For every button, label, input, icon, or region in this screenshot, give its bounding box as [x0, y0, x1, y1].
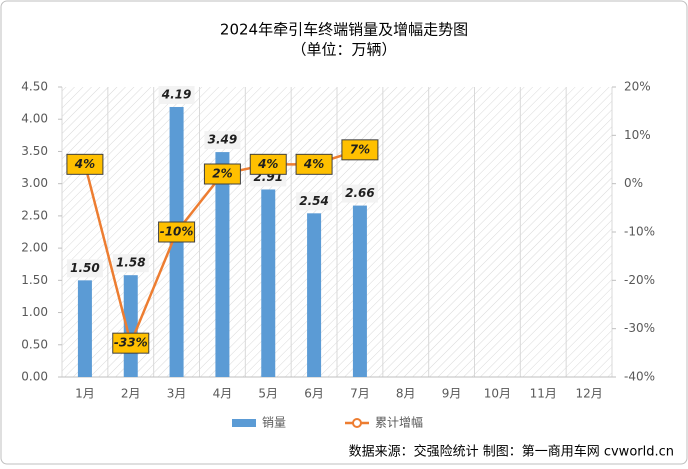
value-label: 7% [350, 142, 370, 156]
x-tick-label: 6月 [304, 387, 324, 401]
value-label: 2.54 [299, 194, 329, 208]
x-tick-label: 11月 [530, 387, 557, 401]
value-label: 2% [212, 167, 232, 181]
value-label: -33% [114, 336, 148, 350]
y-tick-label: 1.50 [21, 273, 48, 287]
x-tick-label: 9月 [442, 387, 462, 401]
y2-tick-label: -30% [624, 321, 655, 335]
y2-tick-label: 20% [624, 80, 651, 94]
value-label: 4% [74, 157, 95, 171]
x-tick-label: 10月 [484, 387, 511, 401]
y2-tick-label: 10% [624, 128, 651, 142]
y-tick-label: 4.50 [21, 80, 48, 94]
value-label-box [66, 153, 104, 175]
x-tick-label: 4月 [213, 387, 233, 401]
value-label-box [341, 139, 379, 161]
x-tick-label: 8月 [396, 387, 416, 401]
value-label-box [204, 131, 241, 150]
y-tick-label: 2.50 [21, 208, 48, 222]
legend-label: 销量 [262, 416, 286, 430]
chart-title: 2024年牵引车终端销量及增幅走势图 [220, 21, 468, 39]
value-label-box [158, 85, 195, 104]
y-tick-label: 4.00 [21, 112, 48, 126]
bar [352, 205, 367, 377]
value-label-box [112, 254, 149, 273]
chart-subtitle: （单位：万辆） [291, 41, 396, 59]
y-tick-label: 1.00 [21, 305, 48, 319]
x-tick-label: 3月 [167, 387, 187, 401]
value-label: 4.19 [161, 87, 192, 101]
x-tick-label: 7月 [350, 387, 370, 401]
value-label: 2.66 [345, 186, 375, 200]
value-label: 4% [257, 157, 278, 171]
value-label-box [66, 259, 103, 278]
bar [307, 213, 322, 377]
legend-label: 累计增幅 [375, 415, 423, 430]
value-label-box [295, 153, 333, 175]
source-note: 数据来源：交强险统计 制图：第一商用车网 cvworld.cn [349, 444, 674, 460]
x-tick-label: 1月 [75, 387, 95, 401]
value-label: 4% [303, 157, 324, 171]
bar [77, 280, 92, 377]
x-tick-label: 2月 [121, 387, 141, 401]
y-tick-label: 0.00 [21, 370, 48, 384]
y-tick-label: 3.00 [21, 176, 48, 190]
value-label-box [249, 153, 287, 175]
value-label: 1.50 [70, 261, 100, 275]
y2-tick-label: -40% [624, 370, 655, 384]
y2-tick-label: 0% [624, 176, 643, 190]
value-label: 1.58 [116, 256, 146, 270]
value-label-box [203, 163, 241, 185]
value-label-box [158, 221, 196, 243]
x-tick-label: 12月 [575, 387, 602, 401]
y-tick-label: 2.00 [21, 241, 48, 255]
value-label-box [112, 332, 150, 354]
x-tick-label: 5月 [258, 387, 278, 401]
value-label-box [341, 184, 378, 203]
legend-swatch [232, 419, 256, 427]
y-tick-label: 0.50 [21, 337, 48, 351]
bar [261, 189, 276, 377]
bar [215, 152, 230, 377]
legend-swatch [352, 418, 362, 428]
value-label-box [296, 192, 333, 211]
y2-tick-label: -10% [624, 225, 655, 239]
y2-tick-label: -20% [624, 273, 655, 287]
y-tick-label: 3.50 [21, 144, 48, 158]
value-label: 3.49 [208, 133, 238, 147]
value-label: -10% [160, 225, 194, 239]
